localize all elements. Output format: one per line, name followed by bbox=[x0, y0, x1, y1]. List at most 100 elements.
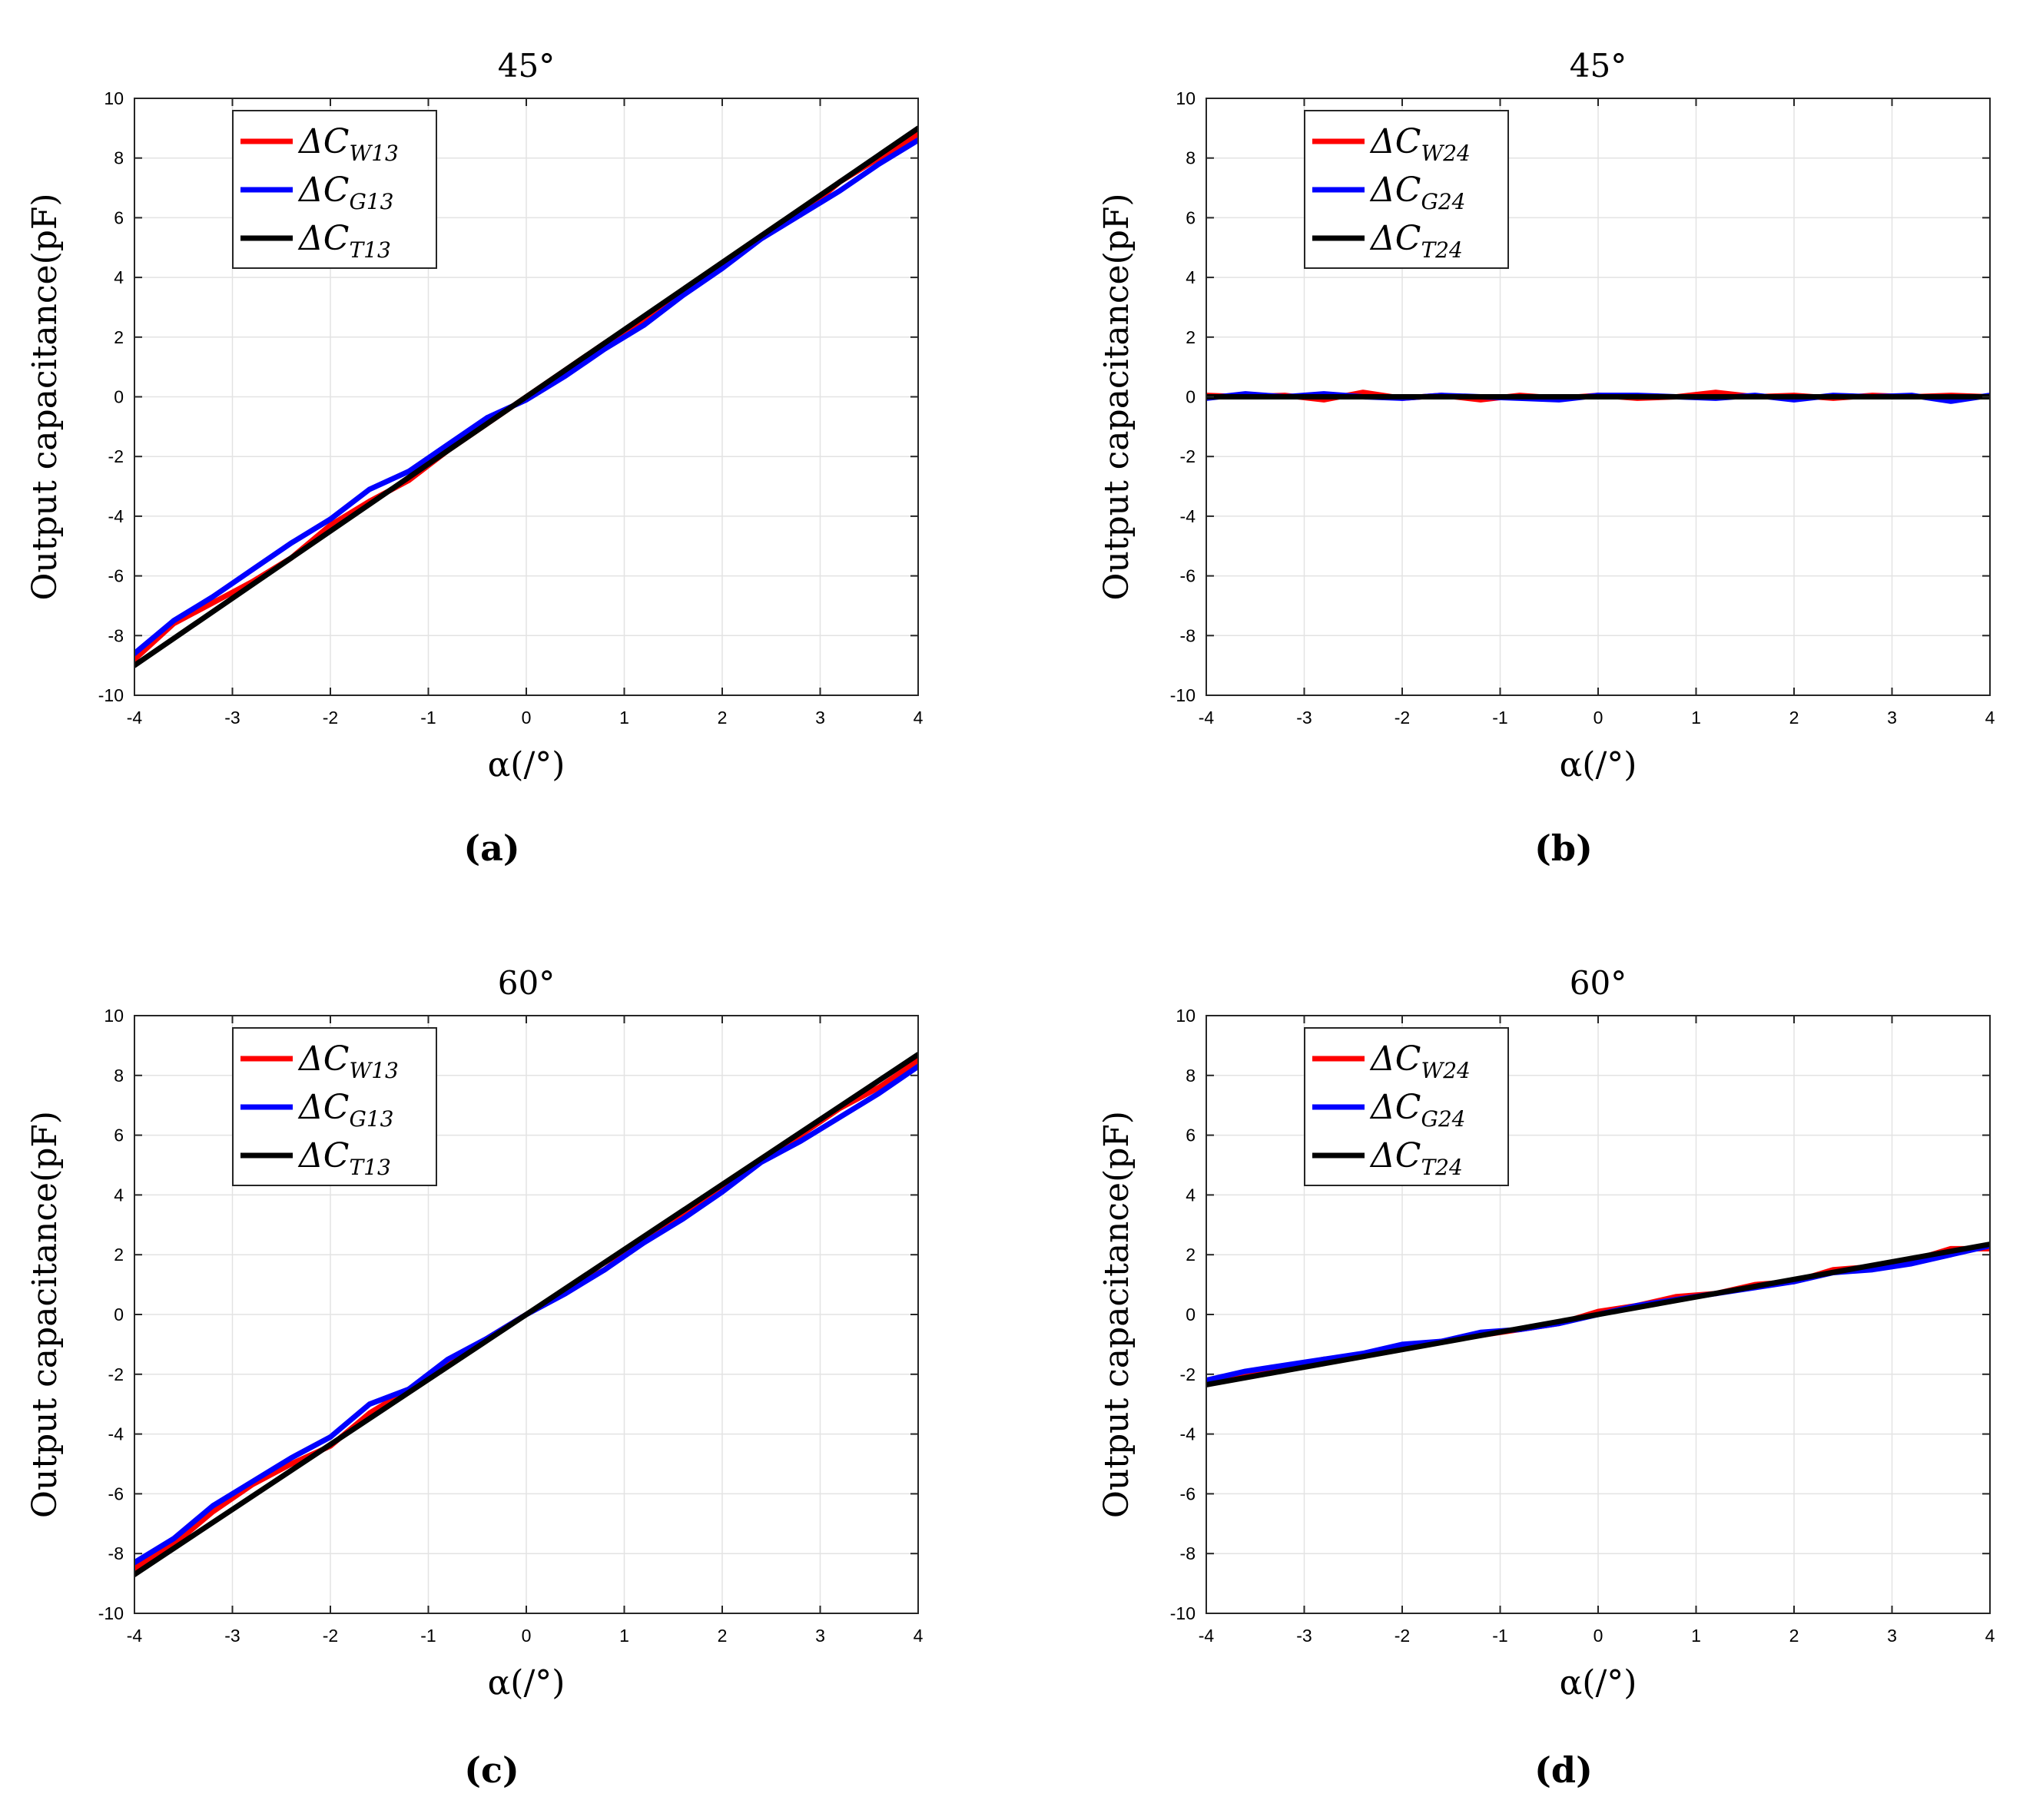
series-group bbox=[1206, 1242, 1990, 1387]
y-axis-label: Output capacitance(pF) bbox=[1097, 193, 1136, 600]
x-tick-label: 1 bbox=[619, 1626, 629, 1646]
legend-label-g13: ΔCG13 bbox=[297, 171, 393, 214]
panel-caption: (d) bbox=[1534, 1749, 1593, 1791]
legend-symbol: ΔC bbox=[297, 1136, 349, 1175]
x-tick-label: -3 bbox=[1296, 708, 1312, 728]
x-tick-label: -2 bbox=[323, 1626, 338, 1646]
x-tick-label: 3 bbox=[1887, 1626, 1897, 1646]
x-tick-label: 0 bbox=[522, 708, 532, 728]
y-axis-label: Output capacitance(pF) bbox=[1097, 1111, 1136, 1518]
legend-subscript: G24 bbox=[1421, 1106, 1465, 1132]
x-tick-label: 1 bbox=[619, 708, 629, 728]
series-line-t13 bbox=[134, 125, 918, 668]
y-tick-label: -8 bbox=[108, 625, 124, 645]
y-tick-label: 2 bbox=[1186, 327, 1196, 347]
y-tick-label: 6 bbox=[114, 1125, 124, 1145]
legend-subscript: W24 bbox=[1421, 1058, 1470, 1083]
legend-label-g13: ΔCG13 bbox=[297, 1088, 393, 1132]
legend-symbol: ΔC bbox=[297, 171, 349, 210]
x-tick-label: 2 bbox=[718, 1626, 728, 1646]
chart-panel-1: -4 -3 -2 -1 0 1 2 3 41086420-2-4-6-8-1045°α(/°)O… bbox=[25, 47, 924, 869]
y-tick-label: -2 bbox=[1180, 446, 1196, 466]
y-tick-label: 2 bbox=[114, 327, 124, 347]
y-tick-label: -6 bbox=[1180, 566, 1196, 586]
x-tick-label: -2 bbox=[323, 708, 338, 728]
chart-panel-3: -4 -3 -2 -1 0 1 2 3 41086420-2-4-6-8-1060°α(/°)O… bbox=[25, 964, 924, 1791]
y-tick-label: -8 bbox=[1180, 625, 1196, 645]
y-tick-label: 2 bbox=[114, 1245, 124, 1265]
x-axis-label: α(/°) bbox=[1560, 745, 1637, 784]
chart-title: 45° bbox=[1570, 47, 1627, 85]
x-tick-label: 0 bbox=[1594, 708, 1603, 728]
chart-title: 60° bbox=[1570, 964, 1627, 1002]
legend-subscript: T13 bbox=[349, 1155, 390, 1180]
y-tick-label: 10 bbox=[104, 1006, 124, 1026]
x-axis-label: α(/°) bbox=[488, 1663, 565, 1702]
legend-symbol: ΔC bbox=[1369, 1088, 1421, 1127]
legend-symbol: ΔC bbox=[297, 219, 349, 258]
legend-subscript: G13 bbox=[349, 1106, 393, 1132]
y-tick-label: 8 bbox=[1186, 1066, 1196, 1086]
y-tick-label: 0 bbox=[1186, 387, 1196, 407]
panel-caption: (c) bbox=[464, 1749, 519, 1791]
legend-symbol: ΔC bbox=[1369, 122, 1421, 161]
y-tick-label: 6 bbox=[1186, 207, 1196, 227]
x-tick-label: 0 bbox=[1594, 1626, 1603, 1646]
y-tick-label: 4 bbox=[1186, 1185, 1196, 1205]
legend-label-w24: ΔCW24 bbox=[1369, 1039, 1471, 1083]
y-tick-label: 0 bbox=[1186, 1304, 1196, 1324]
panel-caption: (a) bbox=[463, 827, 519, 869]
y-tick-label: -6 bbox=[1180, 1484, 1196, 1503]
legend-subscript: G24 bbox=[1421, 189, 1465, 214]
x-tick-label: 3 bbox=[815, 1626, 825, 1646]
y-tick-label: 8 bbox=[114, 1066, 124, 1086]
y-tick-label: -4 bbox=[1180, 1424, 1196, 1444]
series-group bbox=[134, 1052, 918, 1577]
chart-title: 45° bbox=[498, 47, 555, 85]
chart-title: 60° bbox=[498, 964, 555, 1002]
x-tick-label: 1 bbox=[1691, 708, 1701, 728]
legend-label-t24: ΔCT24 bbox=[1369, 219, 1463, 263]
x-tick-label: 0 bbox=[522, 1626, 532, 1646]
x-tick-label: -3 bbox=[1296, 1626, 1312, 1646]
y-tick-label: -2 bbox=[108, 446, 124, 466]
legend-label-g24: ΔCG24 bbox=[1369, 1088, 1465, 1132]
y-tick-label: -4 bbox=[108, 1424, 124, 1444]
y-tick-label: -2 bbox=[108, 1364, 124, 1384]
y-tick-label: 6 bbox=[1186, 1125, 1196, 1145]
y-tick-label: -2 bbox=[1180, 1364, 1196, 1384]
legend-label-w24: ΔCW24 bbox=[1369, 122, 1471, 166]
x-tick-label: -4 bbox=[1199, 1626, 1215, 1646]
y-axis-label: Output capacitance(pF) bbox=[25, 193, 65, 600]
x-tick-label: 1 bbox=[1691, 1626, 1701, 1646]
x-tick-label: -1 bbox=[420, 1626, 436, 1646]
legend-label-w13: ΔCW13 bbox=[297, 122, 399, 166]
legend-subscript: W24 bbox=[1421, 141, 1470, 166]
legend-label-w13: ΔCW13 bbox=[297, 1039, 399, 1083]
x-tick-label: -4 bbox=[127, 708, 143, 728]
y-tick-label: 4 bbox=[114, 1185, 124, 1205]
x-tick-label: -1 bbox=[420, 708, 436, 728]
legend-symbol: ΔC bbox=[297, 1088, 349, 1127]
legend-subscript: T24 bbox=[1421, 1155, 1462, 1180]
series-line-t13 bbox=[134, 1052, 918, 1577]
x-tick-label: -2 bbox=[1395, 1626, 1410, 1646]
x-tick-label: -1 bbox=[1492, 708, 1507, 728]
legend-label-t13: ΔCT13 bbox=[297, 219, 391, 263]
legend-label-t24: ΔCT24 bbox=[1369, 1136, 1463, 1180]
x-axis-label: α(/°) bbox=[488, 745, 565, 784]
legend-subscript: W13 bbox=[349, 1058, 398, 1083]
legend-symbol: ΔC bbox=[1369, 1136, 1421, 1175]
x-tick-label: 3 bbox=[1887, 708, 1897, 728]
legend-symbol: ΔC bbox=[297, 122, 349, 161]
series-group bbox=[1206, 390, 1990, 404]
y-tick-label: 0 bbox=[114, 387, 124, 407]
legend-symbol: ΔC bbox=[1369, 1039, 1421, 1079]
y-tick-label: 4 bbox=[1186, 267, 1196, 287]
y-tick-label: 6 bbox=[114, 207, 124, 227]
x-tick-label: 2 bbox=[1789, 708, 1799, 728]
x-tick-label: 3 bbox=[815, 708, 825, 728]
legend-subscript: T24 bbox=[1421, 237, 1462, 263]
